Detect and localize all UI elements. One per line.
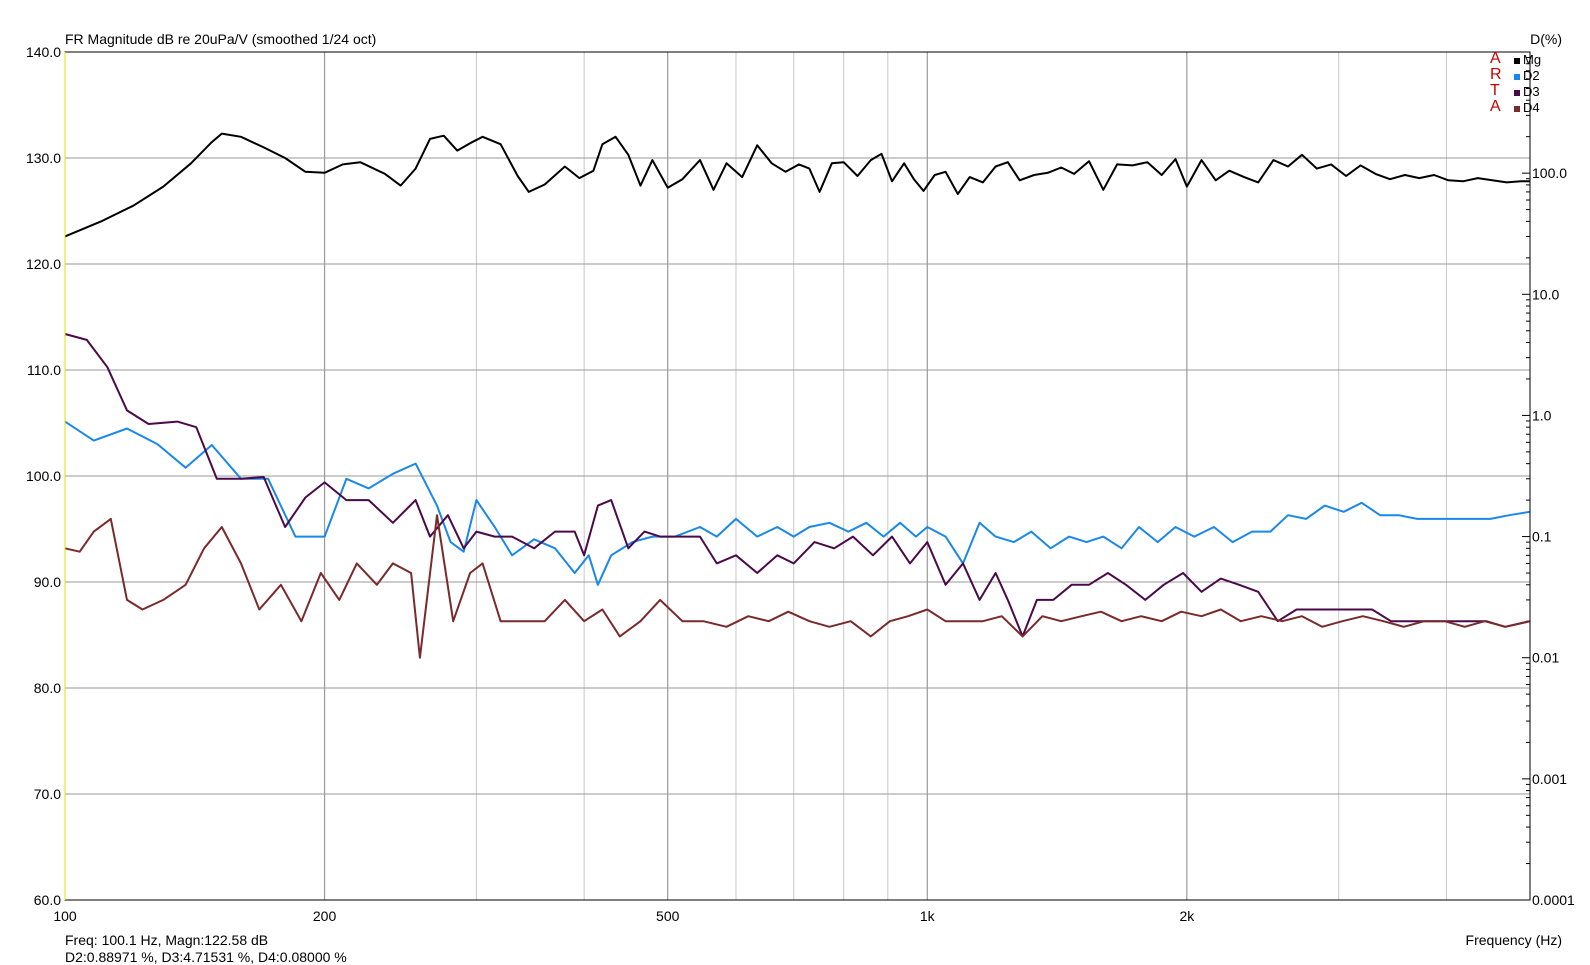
series-line-d2 bbox=[64, 420, 1531, 586]
legend-swatch bbox=[1514, 57, 1520, 64]
legend-label: D2 bbox=[1523, 68, 1540, 83]
legend-swatch bbox=[1514, 105, 1520, 112]
legend-entry-mg: Mg bbox=[1514, 52, 1541, 67]
left-y-tick-label: 130.0 bbox=[26, 150, 61, 166]
series-line-d4 bbox=[64, 514, 1531, 659]
left-y-tick-label: 80.0 bbox=[34, 680, 61, 696]
legend-label: D3 bbox=[1523, 84, 1540, 99]
x-tick-label: 2k bbox=[1179, 908, 1195, 924]
left-y-tick-label: 100.0 bbox=[26, 468, 61, 484]
chart-title: FR Magnitude dB re 20uPa/V (smoothed 1/2… bbox=[65, 31, 377, 47]
series-line-d3 bbox=[64, 333, 1531, 638]
right-axis-title: D(%) bbox=[1530, 31, 1562, 47]
cursor-readout-line2: D2:0.88971 %, D3:4.71531 %, D4:0.08000 % bbox=[65, 949, 347, 965]
series-lines bbox=[64, 132, 1531, 659]
legend-label: Mg bbox=[1523, 52, 1542, 67]
x-tick-label: 100 bbox=[53, 908, 77, 924]
arta-letter: R bbox=[1490, 66, 1502, 83]
right-y-tick-label: 100.0 bbox=[1532, 165, 1567, 181]
x-axis-ticks: 100 200 500 1k 2k bbox=[53, 908, 1195, 924]
legend-swatch bbox=[1514, 73, 1520, 80]
arta-letter: A bbox=[1490, 98, 1501, 115]
legend-entry-d3: D3 bbox=[1514, 84, 1540, 99]
arta-letter: A bbox=[1490, 50, 1501, 67]
x-tick-label: 1k bbox=[920, 908, 936, 924]
right-y-tick-label: 1.0 bbox=[1532, 407, 1552, 423]
left-y-tick-label: 120.0 bbox=[26, 256, 61, 272]
grid-lines bbox=[65, 52, 1530, 900]
legend-label: D4 bbox=[1523, 100, 1540, 115]
right-y-tick-label: 0.01 bbox=[1532, 650, 1559, 666]
x-axis-label: Frequency (Hz) bbox=[1465, 932, 1562, 948]
cursor-readout-line1: Freq: 100.1 Hz, Magn:122.58 dB bbox=[65, 932, 269, 948]
left-y-tick-label: 70.0 bbox=[34, 786, 61, 802]
series-line-mg bbox=[64, 132, 1530, 238]
right-y-tick-label: 0.001 bbox=[1532, 771, 1567, 787]
left-y-tick-label: 110.0 bbox=[27, 362, 61, 378]
legend-swatch bbox=[1514, 89, 1520, 96]
right-y-tick-label: 0.0001 bbox=[1532, 892, 1575, 908]
arta-letter: T bbox=[1490, 82, 1500, 99]
x-tick-label: 200 bbox=[313, 908, 337, 924]
left-y-tick-label: 140.0 bbox=[26, 44, 61, 60]
right-y-tick-label: 10.0 bbox=[1532, 286, 1559, 302]
left-y-tick-label: 90.0 bbox=[34, 574, 61, 590]
right-y-tick-label: 0.1 bbox=[1532, 529, 1552, 545]
legend-entry-d2: D2 bbox=[1514, 68, 1540, 83]
left-y-axis-ticks: 140.0 130.0 120.0 110.0 100.0 90.0 80.0 70.0 60.… bbox=[26, 44, 61, 908]
left-y-tick-label: 60.0 bbox=[34, 892, 61, 908]
legend-entry-d4: D4 bbox=[1514, 100, 1540, 115]
x-tick-label: 500 bbox=[656, 908, 680, 924]
